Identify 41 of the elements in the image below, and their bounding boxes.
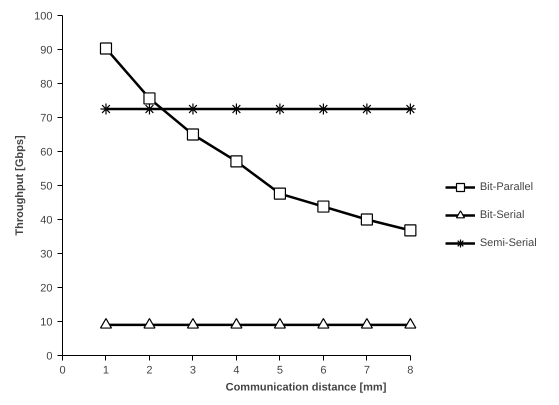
y-tick-label: 60	[40, 146, 53, 158]
point	[404, 318, 416, 329]
y-tick-label: 20	[40, 282, 53, 294]
x-tick-label: 8	[407, 364, 414, 376]
x-tick-label: 7	[364, 364, 370, 376]
point	[404, 224, 416, 236]
x-tick-label: 2	[146, 364, 153, 376]
x-tick-label: 3	[190, 364, 196, 376]
x-tick-label: 6	[320, 364, 326, 376]
legend-label: Semi-Serial	[480, 237, 537, 249]
legend-label: Bit-Parallel	[480, 181, 534, 193]
point	[186, 318, 200, 329]
x-axis-title: Communication distance [mm]	[226, 382, 387, 394]
y-axis-title: Throughput [Gbps]	[14, 135, 26, 236]
x-tick-label: 0	[59, 364, 66, 376]
y-tick-label: 70	[40, 112, 53, 124]
y-tick-label: 30	[40, 248, 53, 260]
point	[317, 318, 330, 329]
y-tick-label: 90	[40, 44, 53, 56]
point	[143, 318, 156, 329]
x-tick-label: 4	[233, 364, 240, 376]
legend-label: Bit-Serial	[480, 209, 524, 221]
x-tick-label: 5	[276, 364, 283, 376]
y-tick-label: 80	[40, 78, 53, 90]
y-tick-label: 0	[46, 350, 53, 362]
point	[274, 188, 286, 200]
x-tick-label: 1	[102, 364, 110, 376]
point	[360, 213, 373, 226]
point	[360, 318, 373, 329]
point	[274, 318, 286, 329]
y-tick-label: 10	[40, 316, 53, 328]
point	[230, 155, 243, 168]
point	[317, 200, 330, 213]
point	[100, 318, 112, 329]
y-tick-label: 40	[40, 214, 53, 226]
point	[230, 318, 243, 329]
y-tick-label: 100	[34, 10, 53, 22]
point	[100, 42, 112, 55]
point	[143, 92, 156, 105]
y-tick-label: 50	[40, 180, 53, 192]
point	[186, 128, 200, 141]
